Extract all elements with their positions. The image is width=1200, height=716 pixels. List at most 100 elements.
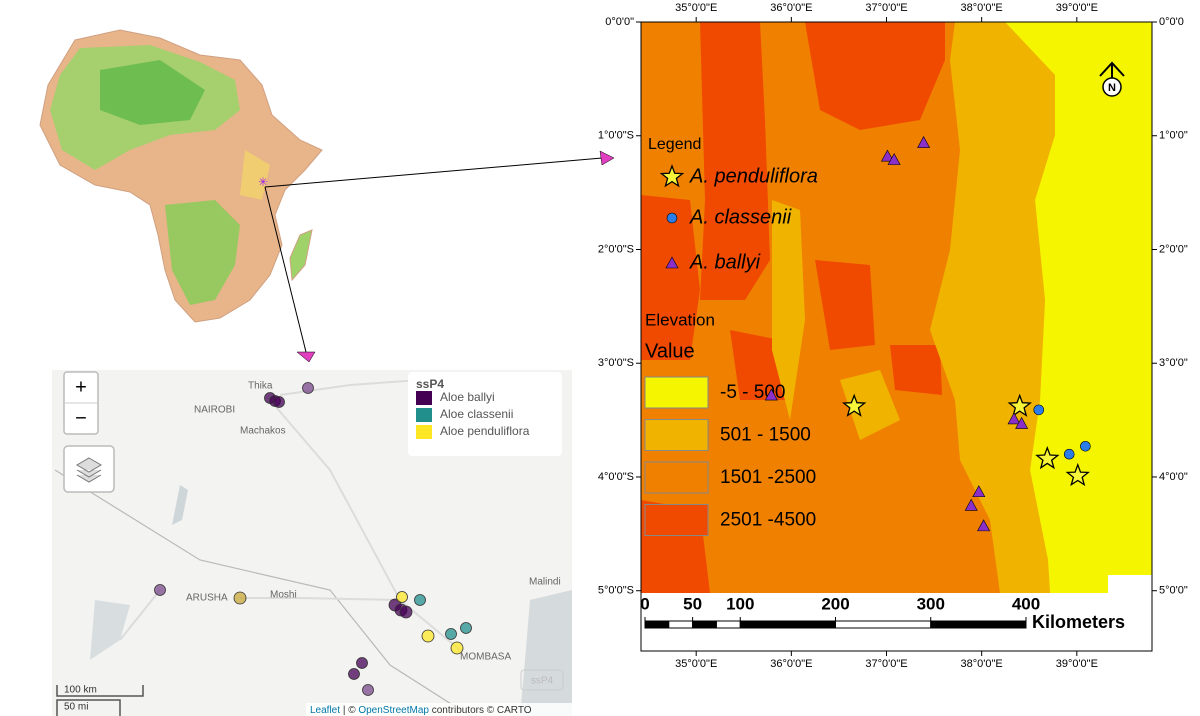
point[interactable] xyxy=(396,591,408,603)
scale-bar xyxy=(56,699,121,716)
class-label: 501 - 1500 xyxy=(720,425,811,446)
scale-segment xyxy=(930,620,1027,629)
elevation-zone xyxy=(930,22,1055,593)
occurrence-point xyxy=(977,519,991,532)
scale-segment xyxy=(668,620,694,629)
legend-label: Aloe ballyi xyxy=(440,390,495,404)
highlands xyxy=(240,150,270,200)
x-tick-label: 38°0'0"E xyxy=(961,658,1003,670)
y-tick-label: 4°0'0" xyxy=(1159,471,1188,483)
scale-label: 50 xyxy=(683,594,702,613)
legend-label: Aloe penduliflora xyxy=(440,424,530,438)
occurrence-point xyxy=(1080,440,1091,452)
point[interactable] xyxy=(445,628,457,640)
study-area-marker: ✳ xyxy=(258,175,268,189)
elevation-zone xyxy=(890,345,942,395)
arrow-head xyxy=(599,150,615,166)
inset-map[interactable]: Thika NAIROBI Machakos ARUSHA Moshi Mali… xyxy=(52,370,572,716)
occurrence-point xyxy=(764,388,778,401)
point[interactable] xyxy=(356,657,368,669)
y-tick-label: 5°0'0" xyxy=(1159,585,1188,597)
occurrence-points xyxy=(154,382,472,696)
occurrence-point xyxy=(1015,416,1029,429)
y-tick-label: 5°0'0"S xyxy=(598,585,634,597)
scale-label: 200 xyxy=(821,594,849,613)
occurrence-point xyxy=(1035,445,1060,470)
occurrence-point xyxy=(972,485,986,498)
place-label: Thika xyxy=(248,381,273,392)
point[interactable] xyxy=(450,641,464,655)
attribution-box xyxy=(306,703,572,716)
place-label: ARUSHA xyxy=(186,593,228,604)
occurrence-point xyxy=(887,153,901,165)
point[interactable] xyxy=(233,591,247,605)
scale-segment xyxy=(715,620,741,629)
point[interactable] xyxy=(362,684,374,696)
point[interactable] xyxy=(460,622,472,634)
badge-box xyxy=(520,669,564,691)
y-tick-label: 3°0'0"S xyxy=(598,357,634,369)
lake xyxy=(90,600,130,660)
occurrence-point xyxy=(964,498,978,511)
legend-symbol xyxy=(666,212,678,224)
legend-swatch xyxy=(416,408,432,422)
point[interactable] xyxy=(273,396,285,408)
legend-symbol xyxy=(659,164,685,188)
occurrence-point xyxy=(1063,448,1075,460)
north-label: N xyxy=(1108,82,1116,94)
link[interactable]: Leaflet xyxy=(310,705,340,716)
elevation-title: Elevation xyxy=(645,310,715,329)
place-label: Machakos xyxy=(240,426,286,437)
text: | © xyxy=(343,705,356,716)
point[interactable] xyxy=(399,605,413,619)
point[interactable] xyxy=(421,629,435,643)
lake xyxy=(172,485,188,525)
text: contributors © CARTO xyxy=(432,705,532,716)
legend-swatch xyxy=(416,425,432,439)
legend-symbol xyxy=(665,256,679,269)
scale-label: 50 mi xyxy=(64,702,88,713)
point[interactable] xyxy=(414,594,426,606)
x-tick-label: 36°0'0"E xyxy=(770,658,812,670)
class-label: 2501 -4500 xyxy=(720,510,816,531)
vegetation xyxy=(100,60,205,125)
occurrence-point xyxy=(1007,393,1032,417)
elevation-zone xyxy=(772,200,805,420)
elevation-map: N Legend Elevation Value Kilometers 35°0… xyxy=(598,2,1188,670)
badge: ssP4 xyxy=(531,676,554,687)
x-tick-label: 37°0'0"E xyxy=(865,658,907,670)
occurrence-point xyxy=(917,135,931,148)
legend-box xyxy=(408,372,562,456)
legend-label: A. classenii xyxy=(689,206,792,228)
elevation-zone xyxy=(641,195,700,360)
x-tick-label: 36°0'0"E xyxy=(770,2,812,14)
point[interactable] xyxy=(302,382,314,394)
zoom-out-button[interactable]: − xyxy=(75,407,87,429)
arrow-head xyxy=(296,351,316,363)
scale-bar xyxy=(56,685,144,697)
zoom-in-button[interactable]: + xyxy=(75,376,87,398)
value-title: Value xyxy=(645,340,695,362)
north-arrow xyxy=(1099,61,1125,77)
elevation-zone xyxy=(700,22,770,300)
class-swatch xyxy=(644,504,709,536)
x-tick-label: 37°0'0"E xyxy=(865,2,907,14)
scale-segment xyxy=(739,620,836,629)
occurrence-point xyxy=(1033,404,1045,416)
link[interactable]: OpenStreetMap xyxy=(358,705,429,716)
madagascar xyxy=(289,229,313,282)
point[interactable] xyxy=(154,584,166,596)
africa-map: ✳ xyxy=(39,29,323,323)
y-tick-label: 4°0'0"S xyxy=(598,471,634,483)
place-label: Moshi xyxy=(270,590,297,601)
scale-label: 100 xyxy=(726,594,754,613)
elevation-zone xyxy=(1005,22,1152,593)
place-label: Malindi xyxy=(529,577,561,588)
legend-title: Legend xyxy=(648,136,701,153)
scale-unit: Kilometers xyxy=(1032,612,1125,632)
frame xyxy=(640,21,1153,652)
point[interactable] xyxy=(348,668,360,680)
scale-segment xyxy=(692,620,717,629)
legend-label: A. penduliflora xyxy=(689,165,818,187)
road xyxy=(119,379,461,651)
